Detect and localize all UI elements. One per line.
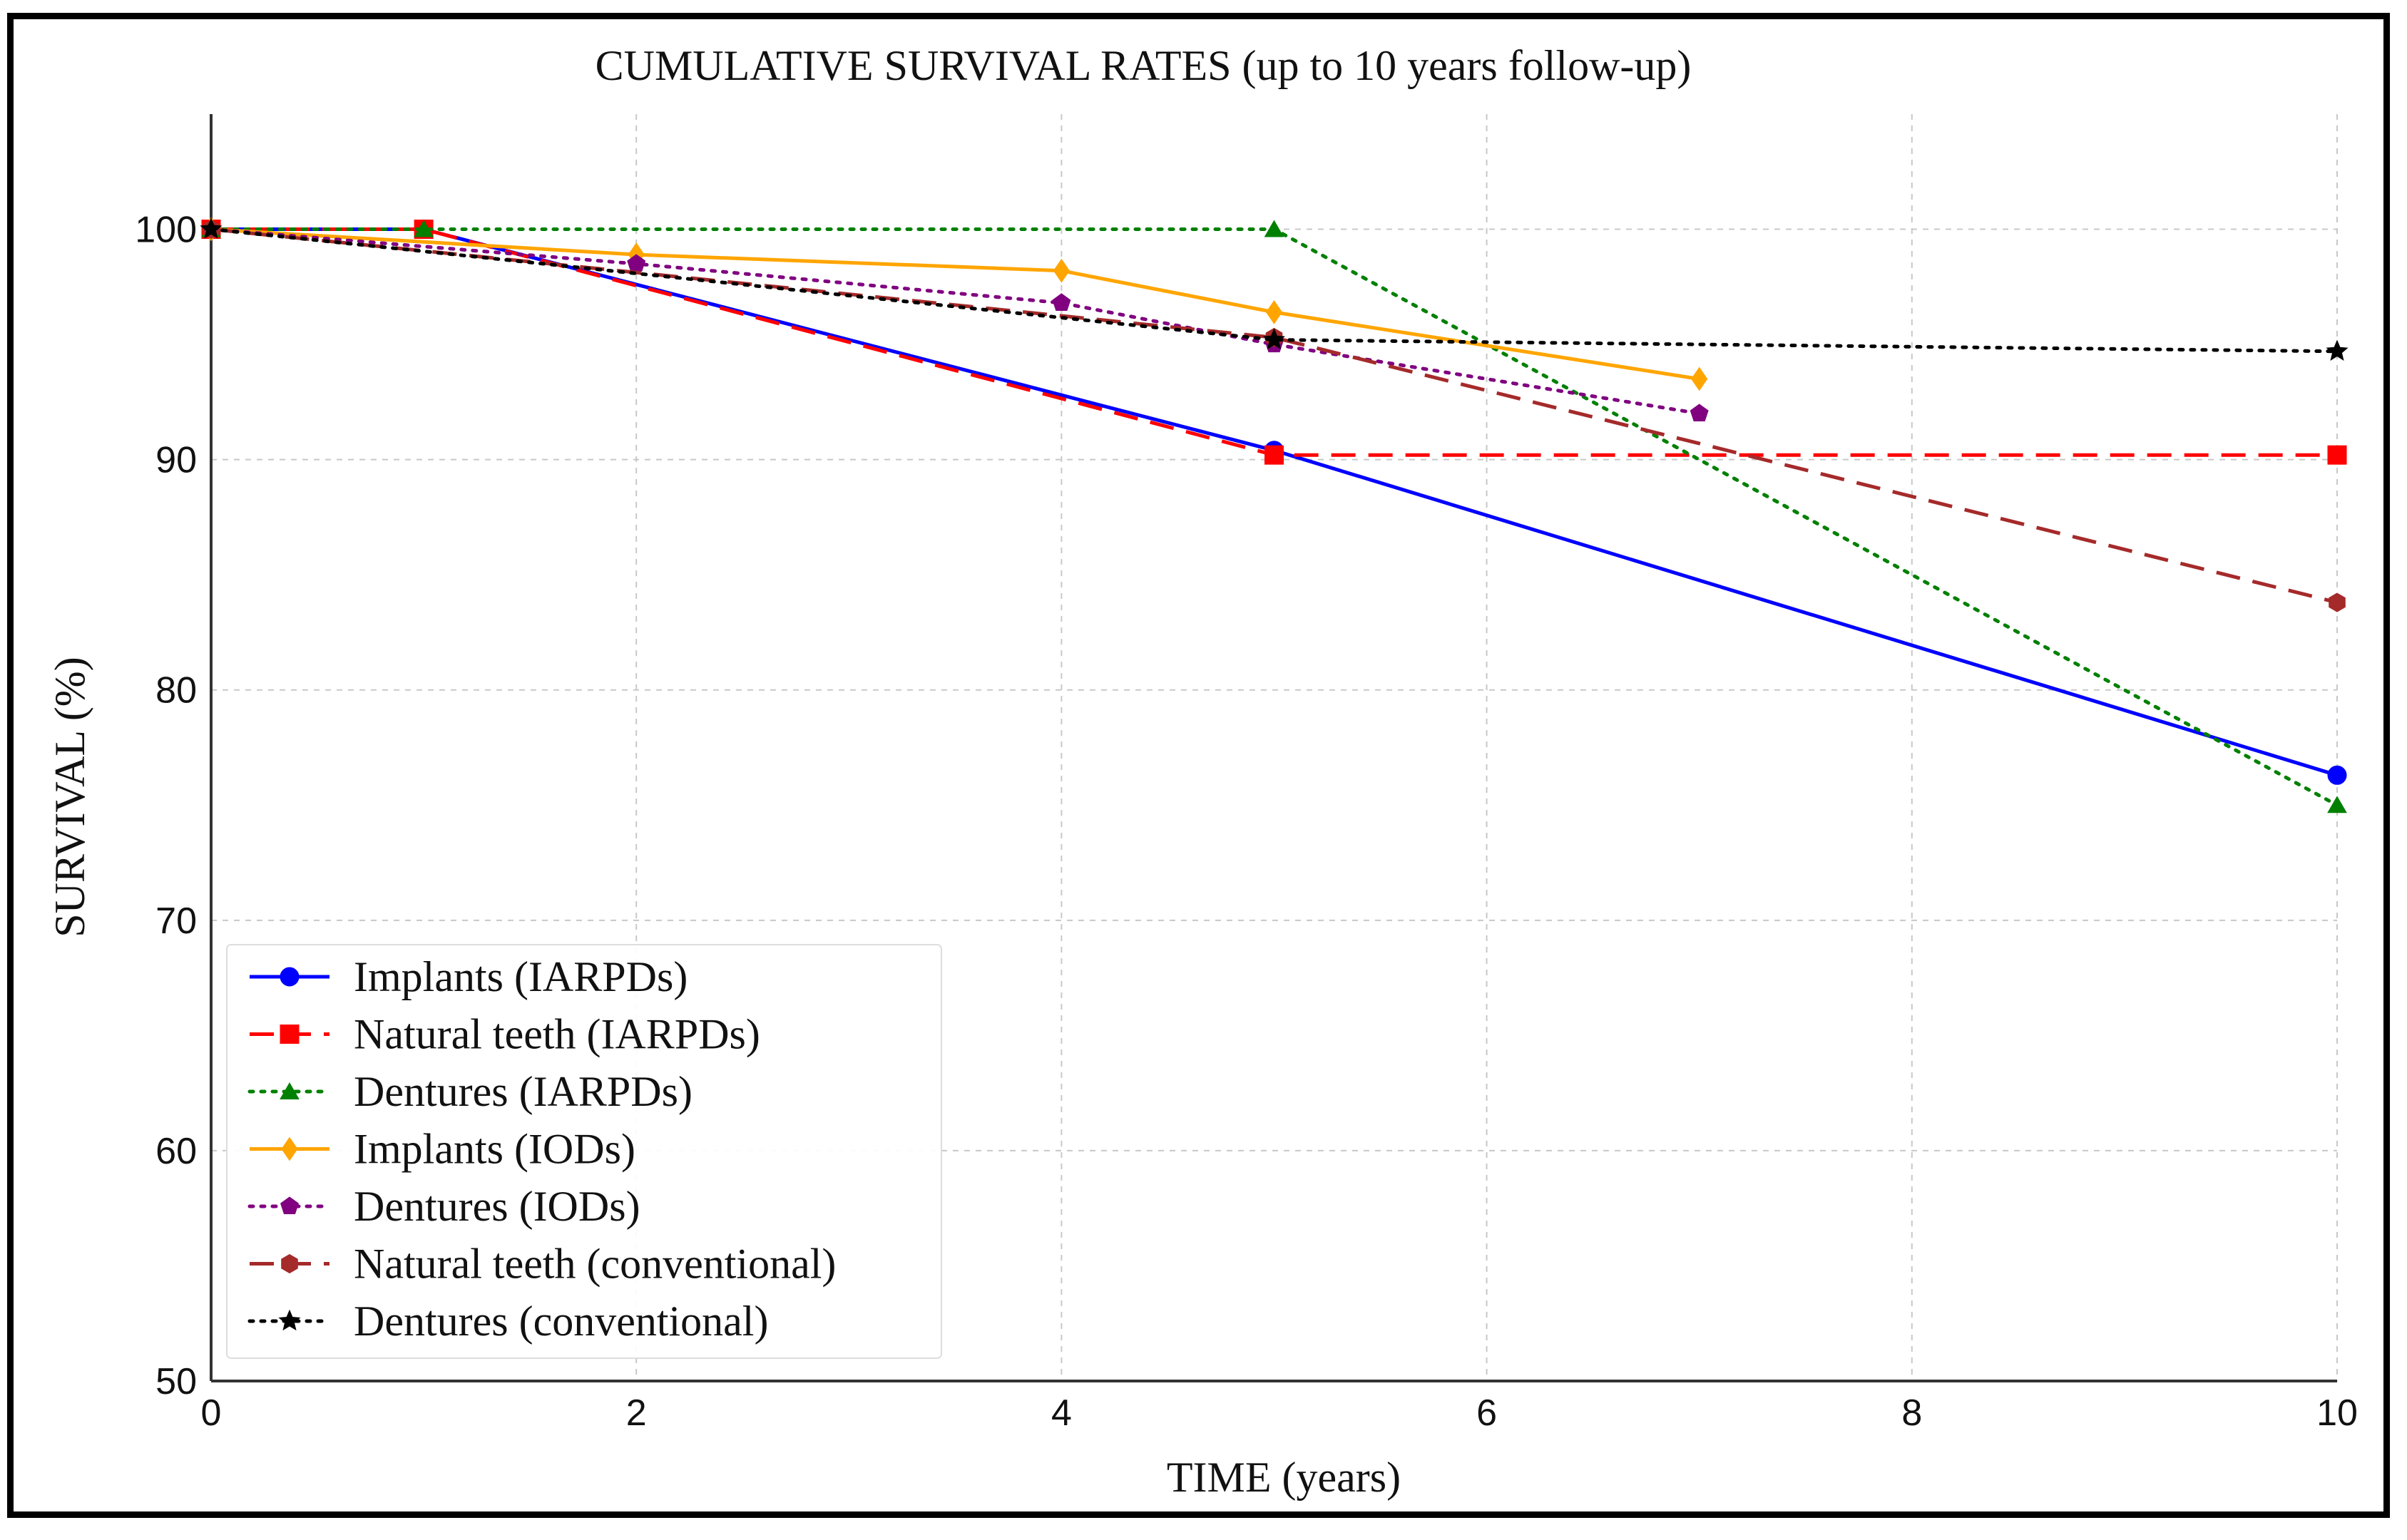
series-line <box>209 227 2339 807</box>
data-point <box>1052 293 1071 311</box>
y-tick-label: 100 <box>135 210 197 251</box>
legend: Implants (IARPDs) Natural teeth (IARPDs) D… <box>226 944 942 1359</box>
axes <box>210 114 2337 1382</box>
x-tick-label: 10 <box>2316 1392 2358 1434</box>
x-tick-label: 2 <box>626 1392 647 1434</box>
legend-label: Implants (IODs) <box>354 1126 635 1173</box>
legend-label: Natural teeth (IARPDs) <box>354 1011 760 1058</box>
data-point <box>1690 404 1709 421</box>
data-point <box>1262 328 1286 349</box>
series-5 <box>203 219 2346 612</box>
series-line <box>210 227 2338 605</box>
legend-item: Implants (IARPDs) <box>250 953 688 1000</box>
legend-marker <box>280 1196 299 1214</box>
data-point <box>1264 445 1284 465</box>
legend-box <box>226 944 942 1359</box>
legend-marker <box>280 1025 300 1044</box>
chart-title: CUMULATIVE SURVIVAL RATES (up to 10 year… <box>596 42 1692 89</box>
data-point <box>2327 765 2347 785</box>
x-axis-label: TIME (years) <box>1167 1454 1401 1501</box>
legend-item: Natural teeth (IARPDs) <box>250 1011 760 1058</box>
data-point <box>1264 220 1284 237</box>
series-line <box>209 227 1702 416</box>
data-point <box>2329 592 2346 612</box>
data-point <box>2326 339 2349 361</box>
legend-item: Natural teeth (conventional) <box>250 1241 836 1288</box>
series-6 <box>200 217 2349 361</box>
data-point <box>2327 796 2347 813</box>
x-tick-label: 4 <box>1051 1392 1072 1434</box>
legend-marker <box>278 1309 301 1331</box>
data-point <box>1691 366 1708 391</box>
data-point <box>2327 445 2347 465</box>
legend-label: Dentures (IARPDs) <box>354 1068 693 1115</box>
legend-item: Dentures (conventional) <box>247 1298 768 1345</box>
data-point <box>1053 258 1070 283</box>
series-layer <box>200 217 2349 813</box>
data-point <box>1265 299 1283 324</box>
y-tick-label: 50 <box>155 1361 197 1402</box>
x-tick-label: 0 <box>201 1392 222 1434</box>
data-point <box>414 220 434 237</box>
legend-item: Implants (IODs) <box>250 1126 635 1173</box>
x-tick-label: 6 <box>1476 1392 1497 1434</box>
legend-marker <box>280 1082 300 1099</box>
y-tick-label: 60 <box>155 1131 197 1172</box>
x-tick-label: 8 <box>1901 1392 1922 1434</box>
tick-labels: 0 2 4 6 8 10 50 60 70 80 90 100 <box>135 210 2358 1434</box>
y-tick-label: 80 <box>155 670 197 712</box>
legend-label: Implants (IARPDs) <box>354 953 688 1000</box>
legend-label: Dentures (IODs) <box>354 1183 640 1230</box>
legend-label: Natural teeth (conventional) <box>354 1241 836 1288</box>
y-tick-label: 70 <box>155 900 197 942</box>
legend-item: Dentures (IODs) <box>247 1183 640 1230</box>
series-line <box>209 227 2339 354</box>
legend-marker <box>280 967 300 987</box>
data-point <box>200 217 223 239</box>
y-axis-label: SURVIVAL (%) <box>46 657 93 938</box>
series-line <box>211 227 2337 457</box>
legend-marker <box>281 1136 298 1161</box>
legend-item: Dentures (IARPDs) <box>247 1068 693 1115</box>
y-tick-label: 90 <box>155 440 197 481</box>
legend-marker <box>281 1253 298 1274</box>
legend-label: Dentures (conventional) <box>354 1298 768 1345</box>
